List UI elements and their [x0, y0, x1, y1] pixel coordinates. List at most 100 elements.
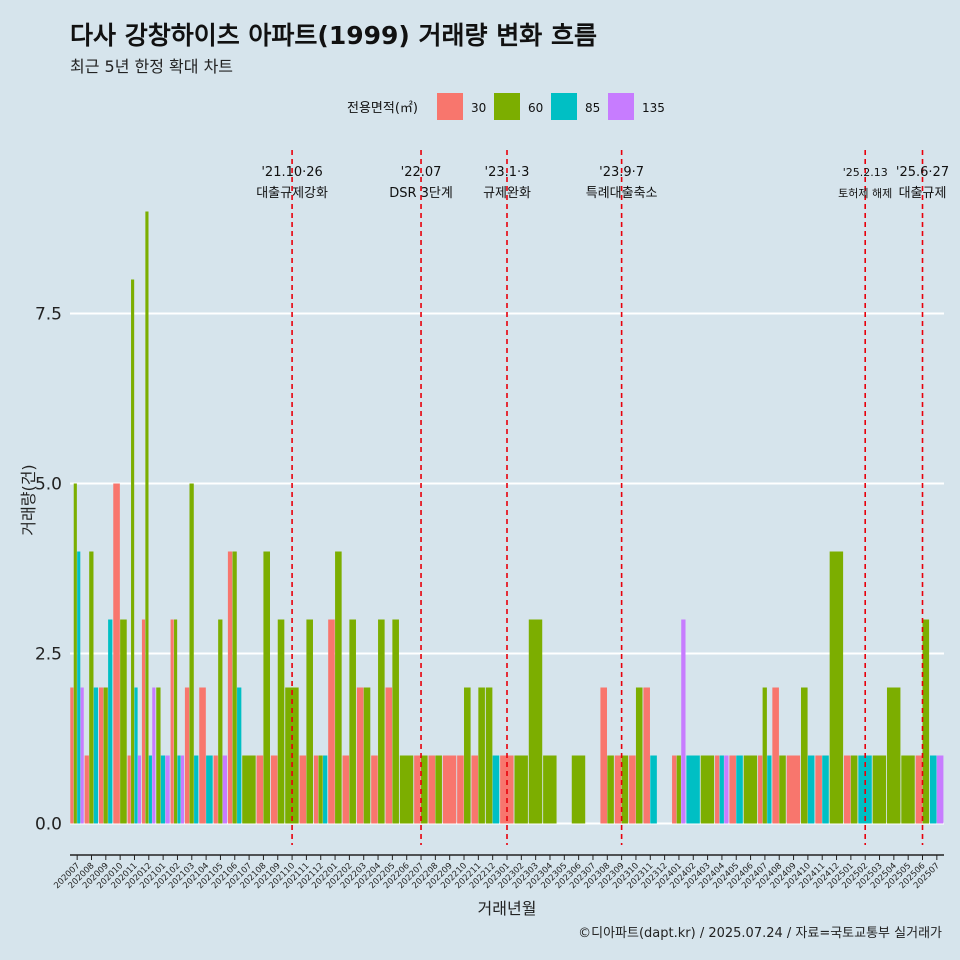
bar — [681, 619, 686, 824]
bar — [113, 483, 120, 824]
bar — [363, 687, 371, 824]
bar — [103, 687, 108, 824]
bar — [174, 619, 178, 824]
bar — [306, 619, 313, 824]
bar — [356, 687, 364, 824]
bar — [801, 687, 808, 824]
legend-swatch — [437, 93, 463, 120]
bar — [242, 755, 256, 824]
bar — [758, 755, 763, 824]
bar — [98, 687, 104, 824]
bar — [270, 755, 278, 824]
bar — [807, 755, 815, 824]
bar — [772, 687, 779, 824]
bar — [700, 755, 715, 824]
bar — [786, 755, 801, 824]
bar — [378, 619, 385, 824]
bar — [399, 755, 414, 824]
bar — [180, 755, 185, 824]
bar — [729, 755, 736, 824]
bar — [872, 755, 887, 824]
bar — [237, 687, 242, 824]
bar — [148, 755, 152, 824]
source-caption: ©디아파트(dapt.kr) / 2025.07.24 / 자료=국토교통부 실… — [578, 926, 942, 941]
bar — [177, 755, 181, 824]
bar — [152, 687, 156, 824]
bar — [73, 483, 77, 824]
bar — [514, 755, 528, 824]
bar — [724, 755, 729, 824]
bar — [492, 755, 500, 824]
y-axis-title: 거래량(건) — [19, 464, 38, 535]
event-label: 토허제 해제 — [838, 186, 892, 200]
bar — [77, 551, 81, 824]
bar — [736, 755, 743, 824]
legend-label: 60 — [528, 101, 543, 115]
event-label: DSR 3단계 — [389, 186, 453, 201]
y-tick-label: 2.5 — [35, 645, 62, 665]
bar — [922, 619, 930, 824]
bar — [629, 755, 636, 824]
legend-label: 30 — [471, 101, 486, 115]
bar — [621, 755, 629, 824]
bar — [743, 755, 758, 824]
event-label: 대출규제강화 — [256, 186, 328, 201]
bar — [571, 755, 586, 824]
bar — [371, 755, 378, 824]
bar — [108, 619, 113, 824]
legend-label: 85 — [585, 101, 600, 115]
event-date: '23.1·3 — [485, 165, 530, 180]
event-label: 특례대출축소 — [586, 186, 658, 201]
bar — [232, 551, 237, 824]
bar — [218, 619, 223, 824]
bar — [335, 551, 342, 824]
bar — [635, 687, 643, 824]
bar — [686, 755, 700, 824]
event-date: '21.10·26 — [261, 165, 322, 180]
bar — [277, 619, 285, 824]
bar — [829, 551, 844, 824]
bar — [614, 755, 622, 824]
bar — [435, 755, 442, 824]
bar — [414, 755, 421, 824]
bar — [165, 755, 170, 824]
bar — [127, 755, 131, 824]
chart-title: 다사 강창하이츠 아파트(1999) 거래량 변화 흐름 — [70, 21, 597, 50]
bar — [676, 755, 681, 824]
legend-swatch — [494, 93, 520, 120]
bar — [815, 755, 822, 824]
chart-subtitle: 최근 5년 한정 확대 차트 — [70, 57, 234, 76]
bar — [134, 687, 138, 824]
legend-swatch — [608, 93, 634, 120]
bar — [299, 755, 307, 824]
bar — [141, 619, 146, 824]
bar — [901, 755, 915, 824]
bar — [342, 755, 350, 824]
bar — [672, 755, 677, 824]
event-label: 규제완화 — [483, 186, 531, 201]
bar — [349, 619, 356, 824]
bar — [392, 619, 399, 824]
bar — [600, 687, 607, 824]
y-tick-label: 5.0 — [35, 475, 62, 495]
bar — [318, 755, 323, 824]
event-date: '22.07 — [401, 165, 442, 180]
bar — [886, 687, 901, 824]
bar — [485, 687, 493, 824]
bar — [607, 755, 614, 824]
legend-label: 135 — [642, 101, 665, 115]
bar — [206, 755, 213, 824]
bar — [442, 755, 457, 824]
event-date: '25.6·27 — [896, 165, 949, 180]
event-label: 대출규제 — [899, 186, 947, 201]
bar — [145, 211, 149, 824]
bar — [323, 755, 328, 824]
bar — [464, 687, 471, 824]
y-tick-label: 7.5 — [35, 305, 62, 325]
bar — [213, 755, 218, 824]
bar — [850, 755, 858, 824]
bar — [93, 687, 99, 824]
bar — [199, 687, 206, 824]
bar — [156, 687, 161, 824]
bar — [843, 755, 851, 824]
